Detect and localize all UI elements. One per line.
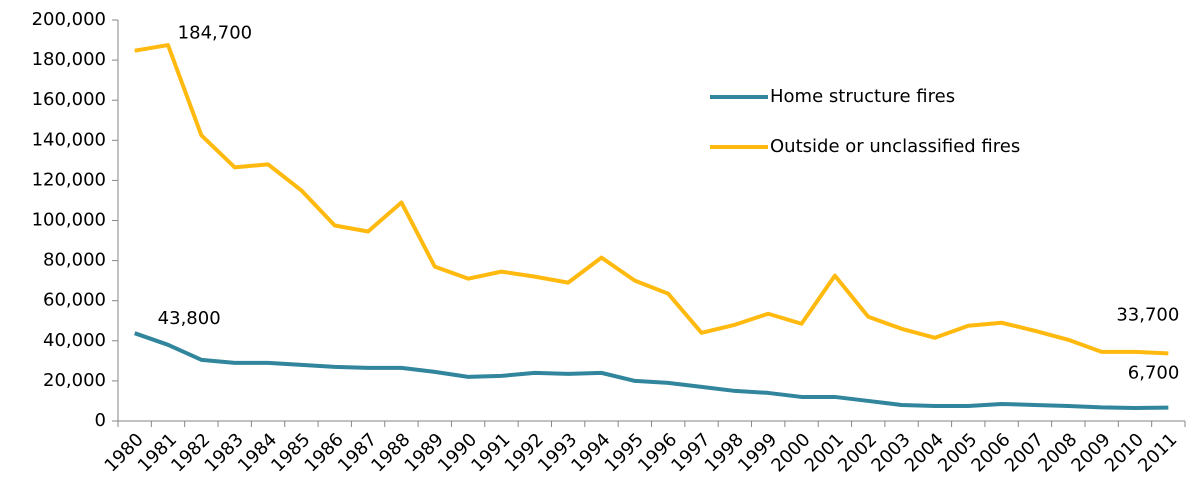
y-tick-label: 40,000 xyxy=(43,330,106,351)
y-tick-label: 140,000 xyxy=(32,129,106,150)
y-tick-label: 120,000 xyxy=(32,169,106,190)
y-tick-label: 60,000 xyxy=(43,290,106,311)
series-line xyxy=(134,43,1169,356)
y-tick-label: 0 xyxy=(95,410,106,431)
y-tick-label: 20,000 xyxy=(43,370,106,391)
y-tick-label: 100,000 xyxy=(32,210,106,231)
y-tick-label: 200,000 xyxy=(32,9,106,30)
data-label: 43,800 xyxy=(158,308,221,329)
y-tick-label: 80,000 xyxy=(43,250,106,271)
legend-label: Outside or unclassified fires xyxy=(770,136,1020,157)
series-line xyxy=(134,331,1169,410)
data-label: 184,700 xyxy=(178,23,252,44)
y-tick-label: 160,000 xyxy=(32,89,106,110)
x-tick-label: 2011 xyxy=(1134,429,1181,476)
data-label: 6,700 xyxy=(1128,363,1180,384)
y-tick-label: 180,000 xyxy=(32,49,106,70)
legend-label: Home structure fires xyxy=(770,86,955,107)
data-label: 33,700 xyxy=(1116,304,1179,325)
